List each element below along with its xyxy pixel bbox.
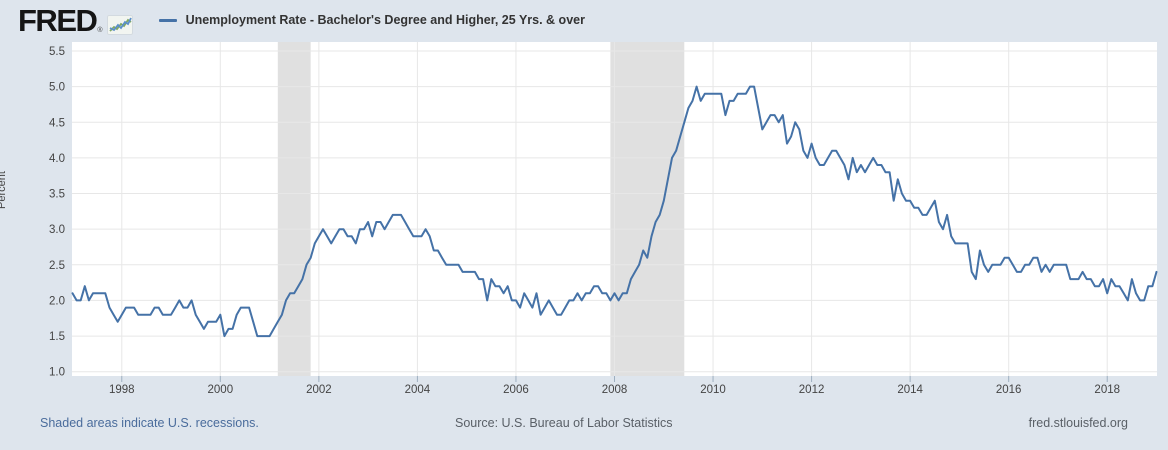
x-axis-label: 2002 bbox=[306, 384, 332, 396]
fred-site-link[interactable]: fred.stlouisfed.org bbox=[1028, 416, 1128, 430]
y-axis-label: 3.5 bbox=[49, 189, 65, 201]
series-line[interactable] bbox=[71, 85, 1158, 338]
x-axis-label: 2008 bbox=[602, 384, 628, 396]
legend-line-swatch bbox=[158, 18, 177, 22]
x-axis-label: 2006 bbox=[503, 384, 529, 396]
y-axis-title: Percent bbox=[0, 171, 8, 209]
x-axis-label: 1998 bbox=[109, 384, 135, 396]
x-axis-label: 2018 bbox=[1094, 384, 1120, 396]
line-chart[interactable]: 1998 2000 2002 2004 2006 2008 2010 2012 2014 2016… bbox=[0, 0, 1168, 410]
y-axis-label: 5.0 bbox=[49, 82, 65, 94]
x-axis-label: 2012 bbox=[799, 384, 825, 396]
x-axis-label: 2000 bbox=[208, 384, 234, 396]
legend-series-label: Unemployment Rate - Bachelor's Degree an… bbox=[185, 13, 585, 27]
y-axis-label: 2.0 bbox=[49, 295, 65, 307]
fred-logo[interactable]: FRED ® bbox=[18, 5, 133, 36]
y-axis-label: 1.0 bbox=[49, 367, 65, 379]
x-axis-label: 2014 bbox=[897, 384, 923, 396]
registered-mark: ® bbox=[97, 26, 103, 34]
recession-note-link[interactable]: Shaded areas indicate U.S. recessions. bbox=[40, 416, 259, 430]
y-axis-label: 4.0 bbox=[49, 153, 65, 165]
y-axis-label: 1.5 bbox=[49, 331, 65, 343]
x-axis-label: 2004 bbox=[405, 384, 431, 396]
recession-band bbox=[610, 42, 685, 376]
fred-logo-text: FRED bbox=[18, 2, 98, 38]
header: FRED ® Unemployment Rate - Bachelor's De… bbox=[0, 0, 1168, 40]
fred-sparkline-icon bbox=[106, 14, 133, 35]
recession-band bbox=[277, 42, 311, 376]
x-axis-label: 2016 bbox=[996, 384, 1022, 396]
y-axis-label: 2.5 bbox=[49, 260, 65, 272]
source-text: Source: U.S. Bureau of Labor Statistics bbox=[455, 416, 673, 430]
y-axis-label: 3.0 bbox=[49, 224, 65, 236]
y-axis-label: 5.5 bbox=[49, 46, 65, 58]
footer: Shaded areas indicate U.S. recessions. S… bbox=[0, 416, 1168, 436]
chart-legend: Unemployment Rate - Bachelor's Degree an… bbox=[158, 13, 585, 27]
x-axis-label: 2010 bbox=[700, 384, 726, 396]
y-axis-label: 4.5 bbox=[49, 117, 65, 129]
